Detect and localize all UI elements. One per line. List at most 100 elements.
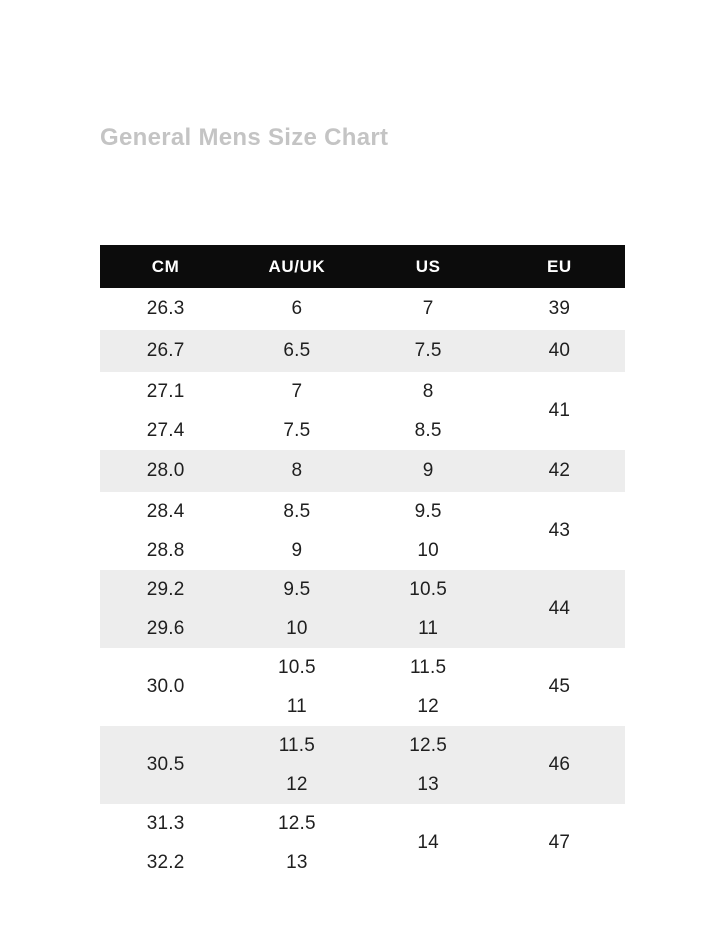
cell-value: 27.1 (146, 380, 185, 402)
cell-value: 26.3 (146, 298, 185, 319)
us-cell: 7 (363, 288, 494, 330)
cell-value: 29.2 (146, 578, 185, 600)
cell-value: 11 (286, 695, 307, 717)
eu-cell: 39 (494, 288, 625, 330)
cm-cell: 26.3 (100, 288, 231, 330)
table-row: 26.7 6.5 7.5 40 (100, 330, 625, 372)
cell-value: 7.5 (414, 340, 442, 361)
cell-value: 12 (286, 773, 308, 795)
cm-cell: 30.0 (100, 648, 231, 726)
us-cell: 11.5 12 (363, 648, 494, 726)
cell-value: 8.5 (283, 500, 311, 522)
table-row: 28.0 8 9 42 (100, 450, 625, 492)
cell-value: 32.2 (146, 851, 185, 873)
eu-cell: 45 (494, 648, 625, 726)
cm-cell: 29.2 29.6 (100, 570, 231, 648)
eu-cell: 42 (494, 450, 625, 492)
auuk-cell: 7 7.5 (231, 372, 362, 450)
cell-value: 12.5 (409, 734, 448, 756)
auuk-cell: 12.5 13 (231, 804, 362, 882)
cell-value: 12 (417, 695, 439, 717)
cell-value: 40 (548, 340, 571, 361)
cell-value: 6.5 (283, 340, 311, 361)
cm-cell: 26.7 (100, 330, 231, 372)
cell-value: 10.5 (409, 578, 448, 600)
cell-value: 28.0 (146, 460, 185, 481)
cell-value: 10.5 (277, 656, 316, 678)
cell-value: 45 (548, 676, 571, 697)
cell-value: 39 (548, 298, 571, 319)
cell-value: 31.3 (146, 812, 185, 834)
cell-value: 7 (291, 380, 303, 402)
auuk-cell: 10.5 11 (231, 648, 362, 726)
table-row: 31.3 32.2 12.5 13 14 47 (100, 804, 625, 882)
auuk-cell: 6.5 (231, 330, 362, 372)
cell-value: 9.5 (283, 578, 311, 600)
cell-value: 8 (291, 460, 303, 481)
cell-value: 11.5 (278, 734, 316, 756)
auuk-cell: 8.5 9 (231, 492, 362, 570)
column-header-eu: EU (546, 256, 572, 276)
cell-value: 46 (548, 754, 571, 775)
cell-value: 43 (548, 520, 571, 541)
eu-cell: 40 (494, 330, 625, 372)
table-header-row: CM AU/UK US EU (100, 245, 625, 288)
cell-value: 12.5 (277, 812, 316, 834)
column-header-cm: CM (151, 256, 180, 276)
table-row: 26.3 6 7 39 (100, 288, 625, 330)
us-cell: 9 (363, 450, 494, 492)
column-header-us: US (415, 256, 441, 276)
auuk-cell: 11.5 12 (231, 726, 362, 804)
cell-value: 11 (418, 617, 439, 639)
cell-value: 7 (422, 298, 434, 319)
cell-value: 7.5 (283, 419, 311, 441)
us-cell: 14 (363, 804, 494, 882)
cm-cell: 28.0 (100, 450, 231, 492)
cell-value: 10 (417, 539, 439, 561)
cm-cell: 27.1 27.4 (100, 372, 231, 450)
cell-value: 9.5 (414, 500, 442, 522)
auuk-cell: 8 (231, 450, 362, 492)
eu-cell: 46 (494, 726, 625, 804)
cell-value: 14 (417, 832, 439, 853)
cell-value: 47 (548, 832, 571, 853)
cell-value: 28.8 (146, 539, 185, 561)
cell-value: 10 (286, 617, 308, 639)
size-chart-table: CM AU/UK US EU 26.3 6 7 39 26.7 6.5 7.5 … (100, 245, 625, 882)
table-row: 30.0 10.5 11 11.5 12 45 (100, 648, 625, 726)
cell-value: 30.0 (146, 676, 185, 697)
cm-cell: 28.4 28.8 (100, 492, 231, 570)
eu-cell: 43 (494, 492, 625, 570)
us-cell: 12.5 13 (363, 726, 494, 804)
cell-value: 11.5 (409, 656, 447, 678)
cell-value: 41 (548, 400, 571, 421)
cell-value: 26.7 (146, 340, 185, 361)
cell-value: 44 (548, 598, 571, 619)
cell-value: 9 (422, 460, 434, 481)
cell-value: 27.4 (146, 419, 185, 441)
cell-value: 6 (291, 298, 303, 319)
auuk-cell: 6 (231, 288, 362, 330)
cm-cell: 31.3 32.2 (100, 804, 231, 882)
table-row: 30.5 11.5 12 12.5 13 46 (100, 726, 625, 804)
cell-value: 8.5 (414, 419, 442, 441)
page-title: General Mens Size Chart (100, 124, 389, 151)
us-cell: 10.5 11 (363, 570, 494, 648)
eu-cell: 44 (494, 570, 625, 648)
us-cell: 9.5 10 (363, 492, 494, 570)
eu-cell: 47 (494, 804, 625, 882)
cell-value: 8 (422, 380, 434, 402)
eu-cell: 41 (494, 372, 625, 450)
cell-value: 28.4 (146, 500, 185, 522)
cell-value: 42 (548, 460, 571, 481)
cell-value: 13 (286, 851, 308, 873)
cell-value: 30.5 (146, 754, 185, 775)
cell-value: 29.6 (146, 617, 185, 639)
us-cell: 8 8.5 (363, 372, 494, 450)
cm-cell: 30.5 (100, 726, 231, 804)
table-row: 27.1 27.4 7 7.5 8 8.5 41 (100, 372, 625, 450)
cell-value: 9 (291, 539, 303, 561)
auuk-cell: 9.5 10 (231, 570, 362, 648)
column-header-auuk: AU/UK (268, 256, 326, 276)
cell-value: 13 (417, 773, 439, 795)
